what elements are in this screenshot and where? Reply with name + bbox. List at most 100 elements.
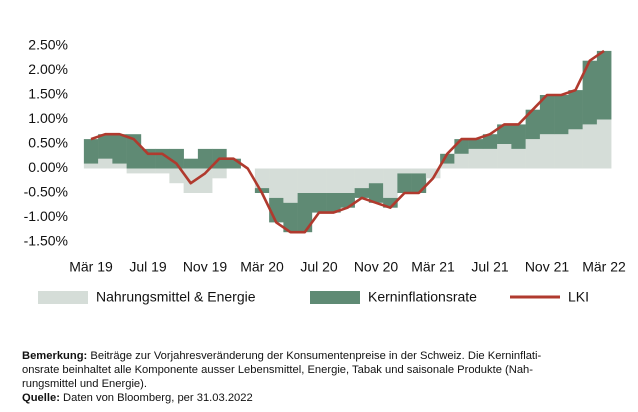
bar-segment: [212, 168, 227, 179]
x-tick-label: Mär 20: [240, 259, 284, 275]
note-line: onsrate beinhaltet alle Komponente ausse…: [22, 364, 534, 376]
y-tick-label: -0.50%: [24, 184, 68, 200]
y-tick-label: -1.50%: [24, 233, 68, 249]
y-tick-label: 1.50%: [28, 86, 68, 102]
bar-segment: [183, 168, 199, 193]
bar-segment: [98, 134, 113, 159]
bar-segment: [126, 168, 142, 174]
bar-segment: [596, 119, 612, 169]
bar-segment: [582, 60, 598, 125]
bar-segment: [539, 95, 555, 135]
note-line: Bemerkung: Beiträge zur Vorjahresverände…: [22, 349, 632, 363]
bar-segment: [98, 158, 113, 169]
bar-segment: [297, 168, 313, 193]
bar-segment: [511, 124, 526, 149]
bar-segment: [525, 139, 541, 169]
bar-segment: [326, 168, 341, 193]
bar-segment: [454, 153, 469, 169]
bar-segment: [269, 168, 284, 198]
bar-segment: [183, 158, 199, 169]
bar-segment: [311, 193, 327, 213]
x-tick-label: Nov 19: [183, 259, 228, 275]
bar-segment: [568, 90, 583, 130]
bar-segment: [326, 193, 341, 213]
bar-segment: [440, 153, 455, 164]
bar-segment: [226, 158, 241, 169]
source-line: Quelle: Daten von Bloomberg, per 31.03.2…: [22, 391, 632, 405]
bar-segment: [554, 134, 569, 169]
bar-segment: [383, 168, 398, 198]
bar-segment: [397, 173, 412, 193]
bar-segment: [468, 139, 484, 149]
x-tick-label: Jul 20: [300, 259, 338, 275]
note-text: Beiträge zur Vorjahresveränderung der Ko…: [90, 350, 542, 362]
bar-segment: [454, 139, 469, 154]
bar-segment: [169, 148, 184, 169]
legend-label: Nahrungsmittel & Energie: [96, 289, 256, 305]
y-tick-label: 0.50%: [28, 135, 68, 151]
bar-segment: [354, 188, 370, 198]
legend-swatch: [38, 291, 88, 304]
y-tick-label: 2.00%: [28, 61, 68, 77]
bar-segment: [411, 168, 427, 174]
bar-segment: [383, 197, 398, 208]
bar-segment: [283, 202, 298, 233]
bar-segment: [254, 188, 270, 193]
bar-segment: [397, 168, 412, 174]
bar-segment: [368, 183, 384, 203]
legend-swatch: [310, 291, 360, 304]
bar-segment: [140, 148, 156, 169]
x-tick-label: Mär 19: [69, 259, 113, 275]
bar-segment: [539, 134, 555, 169]
bar-segment: [155, 168, 170, 174]
bar-segment: [340, 168, 355, 193]
bar-segment: [112, 163, 127, 169]
bar-segment: [482, 148, 498, 169]
bar-segment: [554, 95, 569, 135]
y-tick-label: 0.00%: [28, 159, 68, 175]
bar-segment: [140, 168, 156, 174]
note-line: rungsmittel und Energie).: [22, 378, 147, 390]
bar-segment: [311, 168, 327, 193]
y-tick-label: -1.00%: [24, 208, 68, 224]
x-tick-label: Nov 21: [525, 259, 570, 275]
bar-segment: [468, 148, 484, 169]
bar-segment: [440, 163, 455, 169]
bar-segment: [83, 163, 99, 169]
x-tick-label: Jul 19: [129, 259, 167, 275]
bar-segment: [112, 134, 127, 164]
bar-segment: [83, 139, 99, 164]
bar-segment: [568, 129, 583, 169]
x-tick-label: Jul 21: [471, 259, 509, 275]
y-tick-label: 1.00%: [28, 110, 68, 126]
source-text: Daten von Bloomberg, per 31.03.2022: [63, 392, 253, 404]
bar-segment: [525, 109, 541, 140]
bar-segment: [283, 168, 298, 203]
bar-segment: [497, 144, 512, 169]
bar-segment: [511, 148, 526, 169]
bar-segment: [582, 124, 598, 169]
note-label: Bemerkung:: [22, 350, 88, 362]
bar-segment: [411, 173, 427, 193]
y-tick-label: 2.50%: [28, 37, 68, 53]
bar-segment: [482, 134, 498, 149]
bar-segment: [497, 124, 512, 144]
bar-segment: [354, 168, 370, 189]
bar-segment: [254, 168, 270, 189]
footnote: Bemerkung: Beiträge zur Vorjahresverände…: [22, 349, 632, 405]
x-tick-label: Nov 20: [354, 259, 399, 275]
chart: 2.50% 2.00% 1.50% 1.00% 0.50% 0.00% -0.50% -1.0…: [24, 37, 626, 305]
legend-label: LKI: [568, 289, 589, 305]
source-label: Quelle:: [22, 392, 60, 404]
bar-segment: [169, 168, 184, 184]
line: [90, 49, 605, 234]
bar-segment: [425, 168, 441, 179]
x-tick-label: Mär 22: [582, 259, 626, 275]
bar-segment: [297, 193, 313, 233]
bar-segment: [197, 148, 213, 169]
x-tick-label: Mär 21: [411, 259, 455, 275]
legend-label: Kerninflationsrate: [368, 289, 477, 305]
bar-segment: [596, 50, 612, 120]
bar-segment: [368, 168, 384, 184]
